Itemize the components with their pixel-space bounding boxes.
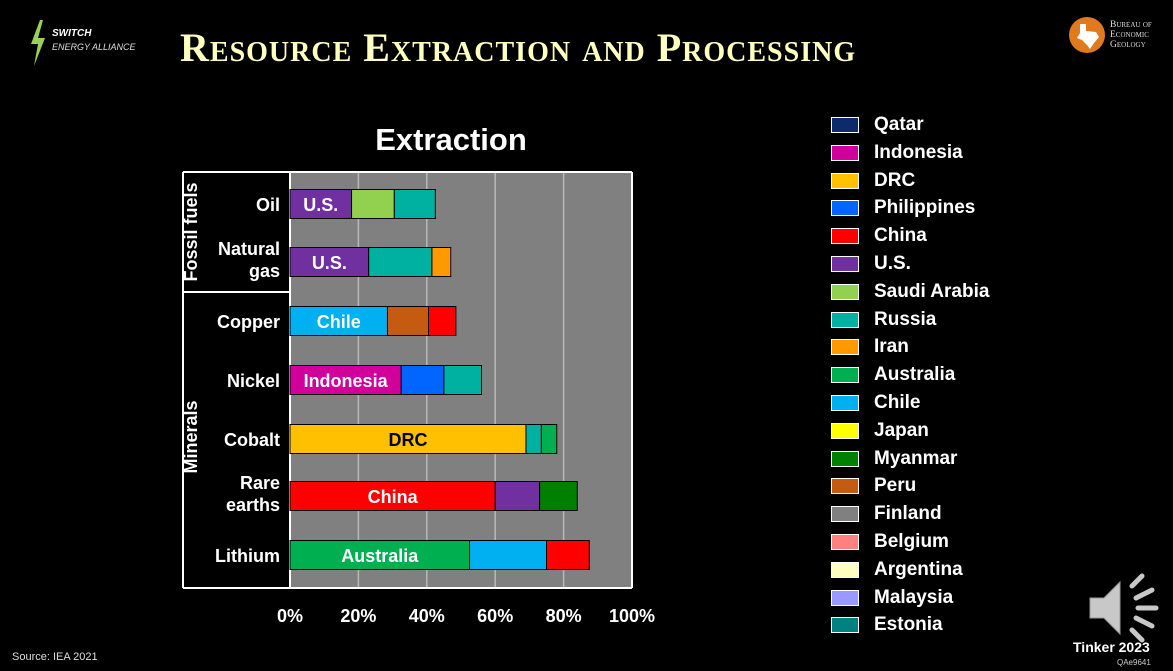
category-label: Oil [256, 195, 280, 215]
group-label-minerals: Minerals [181, 400, 201, 473]
legend-label: Australia [874, 364, 956, 386]
credit: Tinker 2023 [1073, 639, 1150, 655]
legend-label: Peru [874, 475, 917, 497]
legend-swatch [831, 617, 859, 634]
legend-label: Malaysia [874, 586, 954, 608]
x-tick-label: 60% [477, 606, 513, 626]
legend-swatch [831, 367, 859, 384]
group-label-fossil-fuels: Fossil fuels [181, 182, 201, 281]
legend-swatch [831, 311, 859, 328]
bar-segment [368, 247, 433, 277]
switch-energy-alliance-logo: SWITCH ENERGY ALLIANCE [28, 20, 138, 70]
org-right-line3: Geology [1110, 40, 1146, 50]
bar-segment [400, 365, 445, 395]
category-label: Copper [217, 312, 280, 332]
bar-segment [431, 247, 452, 277]
bar-segment [525, 424, 542, 454]
legend-label: Myanmar [874, 447, 958, 469]
x-tick-label: 40% [409, 606, 445, 626]
legend-label: China [874, 225, 927, 247]
legend-label: Argentina [874, 558, 963, 580]
bar-segment [540, 424, 558, 454]
page-title: Resource Extraction and Processing [180, 25, 857, 70]
org-left-line2: ENERGY ALLIANCE [52, 42, 136, 52]
legend-label: Chile [874, 392, 921, 413]
bar-segment [289, 365, 402, 395]
legend-label: Belgium [874, 531, 949, 552]
bar-segment [289, 540, 471, 570]
org-right-line2: Economic [1110, 30, 1149, 40]
legend-swatch [831, 256, 859, 272]
source-note: Source: IEA 2021 [12, 651, 98, 663]
x-tick-label: 80% [546, 606, 582, 626]
org-left-line1: SWITCH [52, 28, 92, 39]
legend-swatch [831, 172, 859, 189]
legend-swatch [831, 422, 859, 439]
bar-segment [289, 424, 527, 454]
legend-swatch [831, 478, 859, 495]
bar-segment [469, 540, 547, 570]
bar-segment [289, 247, 370, 277]
bar-segment [494, 481, 541, 511]
legend-swatch [831, 117, 859, 133]
legend-swatch [831, 339, 859, 356]
legend-label: Iran [874, 336, 909, 358]
legend-label: Estonia [874, 614, 943, 636]
legend-swatch [831, 450, 859, 467]
bar-segment [428, 306, 457, 336]
extraction-chart: Extraction Fossil fuels Minerals Oil U.S. Nat… [181, 122, 655, 626]
bar-label: Chile [317, 312, 361, 332]
category-label: earths [226, 495, 280, 515]
category-label: Lithium [215, 546, 280, 566]
legend-swatch [831, 144, 859, 161]
lightning-bolt-icon [31, 20, 45, 66]
category-label: Nickel [227, 371, 280, 391]
legend-swatch [831, 506, 859, 523]
bar-segment [546, 540, 590, 570]
legend-swatch [831, 395, 859, 411]
category-label: gas [249, 261, 280, 281]
legend-label: U.S. [874, 253, 911, 274]
bar-label: U.S. [312, 253, 347, 273]
bar-segment [443, 365, 483, 395]
bar-segment [386, 306, 430, 336]
category-label: Rare [240, 473, 280, 493]
bureau-of-economic-geology-logo: Bureau of Economic Geology [1068, 16, 1168, 60]
bar-segment [289, 306, 388, 336]
figure-code: QAe9641 [1117, 658, 1151, 667]
legend-label: Philippines [874, 197, 976, 219]
org-right-line1: Bureau of [1110, 20, 1152, 30]
x-tick-label: 20% [340, 606, 376, 626]
bar-label: Indonesia [304, 371, 389, 391]
x-tick-label: 0% [277, 606, 303, 626]
category-label: Cobalt [224, 430, 280, 450]
texas-emblem-icon [1069, 17, 1105, 53]
legend-swatch [831, 589, 859, 606]
legend-label: Finland [874, 503, 942, 525]
legend-swatch [831, 228, 859, 245]
bar-label: DRC [388, 430, 427, 450]
bar-label: Australia [341, 546, 419, 566]
legend-label: Russia [874, 308, 937, 330]
bar-segment [351, 189, 395, 219]
legend-label: Japan [874, 419, 929, 441]
legend-label: Qatar [874, 114, 924, 135]
legend-swatch [831, 283, 859, 300]
bar-label: U.S. [303, 195, 338, 215]
x-tick-label: 100% [609, 606, 655, 626]
legend-label: Saudi Arabia [874, 280, 990, 302]
bar-segment [393, 189, 436, 219]
legend-label: DRC [874, 169, 916, 191]
bar-segment [539, 481, 578, 511]
legend-swatch [831, 561, 859, 578]
legend-label: Indonesia [874, 141, 963, 163]
legend-swatch [831, 534, 859, 550]
speaker-icon[interactable] [1086, 572, 1166, 644]
chart-title: Extraction [375, 122, 527, 157]
bar-segment [289, 189, 353, 219]
bar-label: China [368, 487, 419, 507]
category-label: Natural [218, 239, 280, 259]
legend-swatch [831, 200, 859, 217]
